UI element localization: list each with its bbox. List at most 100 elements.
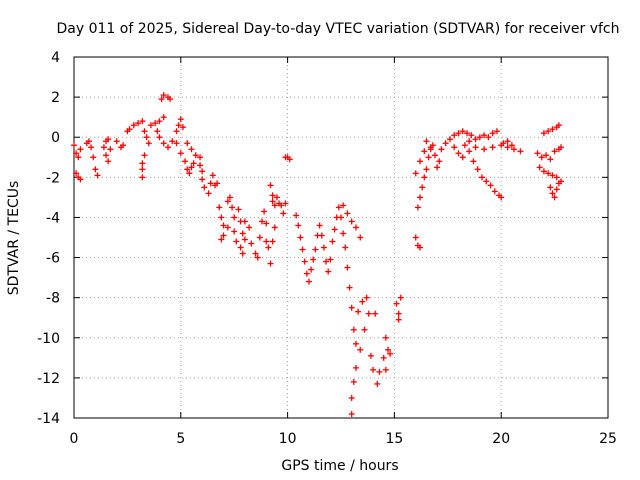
data-point [476, 134, 483, 141]
data-point [380, 354, 387, 361]
data-point [224, 224, 231, 231]
data-point [464, 130, 471, 137]
data-point [237, 218, 244, 225]
data-point [421, 174, 428, 181]
data-point [417, 158, 424, 165]
data-point [344, 264, 351, 271]
data-point [154, 128, 161, 135]
data-point [511, 146, 518, 153]
data-point [231, 228, 238, 235]
data-point [363, 294, 370, 301]
data-point [348, 410, 355, 417]
data-point [348, 304, 355, 311]
data-point [498, 194, 505, 201]
x-tick-label: 20 [492, 431, 510, 447]
data-point [459, 128, 466, 135]
data-point [197, 154, 204, 161]
data-point [130, 122, 137, 129]
y-tick-label: -2 [46, 170, 60, 186]
data-point [425, 154, 432, 161]
data-point [412, 234, 419, 241]
plot-frame [73, 56, 609, 419]
data-point [365, 310, 372, 317]
x-tick-label: 25 [599, 431, 617, 447]
data-point [517, 148, 524, 155]
data-point [327, 256, 334, 263]
data-point [500, 140, 507, 147]
data-point [442, 140, 449, 147]
data-point [218, 236, 225, 243]
data-point [188, 146, 195, 153]
data-point [205, 190, 212, 197]
data-point [254, 254, 261, 261]
data-point [417, 244, 424, 251]
data-point [434, 164, 441, 171]
data-point [536, 164, 543, 171]
data-point [280, 210, 287, 217]
data-point [459, 154, 466, 161]
data-point [263, 220, 270, 227]
y-axis-title: SDTVAR / TECUs [6, 181, 22, 296]
data-point [323, 258, 330, 265]
data-point [139, 166, 146, 173]
data-point [113, 138, 120, 145]
data-point [540, 130, 547, 137]
data-point [248, 240, 255, 247]
data-point [105, 136, 112, 143]
data-point [397, 294, 404, 301]
data-point [269, 238, 276, 245]
data-point [481, 146, 488, 153]
data-points [71, 92, 565, 417]
data-point [226, 194, 233, 201]
data-point [352, 364, 359, 371]
data-point [167, 96, 174, 103]
data-point [235, 206, 242, 213]
data-point [421, 148, 428, 155]
data-point [342, 244, 349, 251]
data-point [376, 368, 383, 375]
data-point [126, 126, 133, 133]
data-point [466, 138, 473, 145]
data-point [135, 120, 142, 127]
data-point [229, 204, 236, 211]
x-tick-label: 10 [279, 431, 297, 447]
data-point [545, 128, 552, 135]
data-point [139, 118, 146, 125]
data-point [305, 278, 312, 285]
data-point [177, 150, 184, 157]
data-point [182, 158, 189, 165]
data-point [451, 144, 458, 151]
data-point [350, 326, 357, 333]
data-point [412, 170, 419, 177]
data-point [214, 180, 221, 187]
data-point [269, 192, 276, 199]
x-tick-label: 0 [70, 431, 79, 447]
data-point [216, 204, 223, 211]
data-point [233, 238, 240, 245]
data-point [320, 244, 327, 251]
data-point [461, 142, 468, 149]
data-point [361, 326, 368, 333]
data-point [350, 378, 357, 385]
data-point [218, 214, 225, 221]
data-point [504, 144, 511, 151]
data-point [331, 226, 338, 233]
data-point [357, 346, 364, 353]
data-point [483, 178, 490, 185]
data-point [340, 230, 347, 237]
data-point [359, 298, 366, 305]
data-point [549, 190, 556, 197]
data-point [423, 166, 430, 173]
data-point [295, 222, 302, 229]
data-point [92, 166, 99, 173]
data-point [384, 346, 391, 353]
y-tick-label: -10 [37, 331, 60, 347]
data-point [555, 180, 562, 187]
data-point [352, 340, 359, 347]
data-point [158, 96, 165, 103]
grid-lines [74, 57, 608, 418]
data-point [417, 194, 424, 201]
data-point [293, 212, 300, 219]
data-point [220, 222, 227, 229]
data-point [329, 238, 336, 245]
